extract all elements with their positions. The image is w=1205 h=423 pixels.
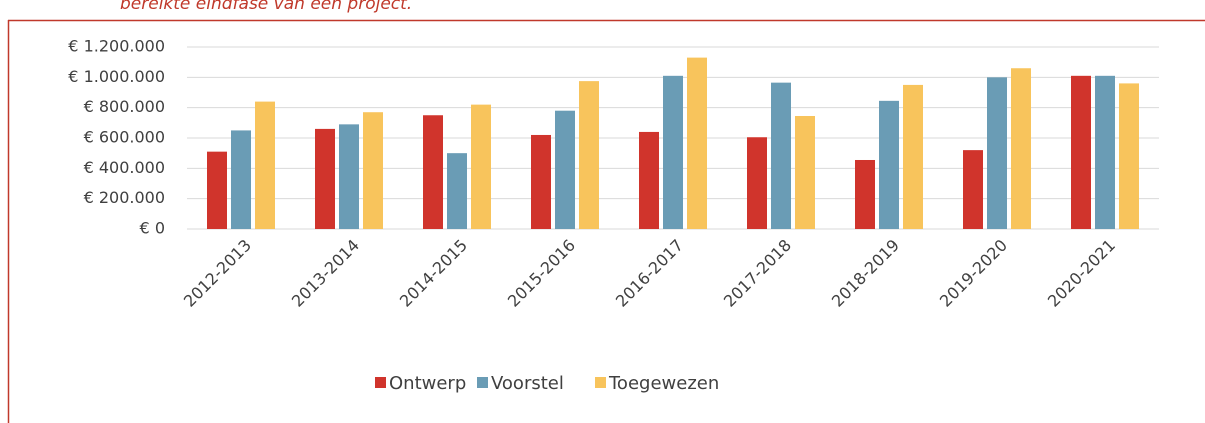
bar (771, 82, 791, 230)
bar (1095, 75, 1115, 229)
bar (687, 57, 707, 229)
legend-label: Ontwerp (389, 373, 466, 394)
bar (855, 159, 875, 229)
y-tick-label: € 200.000 (84, 188, 165, 207)
bar (1011, 68, 1031, 229)
bar (663, 75, 683, 229)
y-tick-label: € 0 (140, 219, 165, 238)
bar (879, 100, 899, 229)
bar (423, 115, 443, 229)
x-tick-label: 2020-2021 (1044, 236, 1119, 311)
y-tick-label: € 800.000 (84, 97, 165, 116)
x-tick-label: 2017-2018 (720, 236, 795, 311)
bar (579, 81, 599, 229)
bar (1119, 83, 1139, 230)
bar (555, 110, 575, 229)
x-tick-label: 2012-2013 (180, 236, 255, 311)
bar (207, 151, 227, 229)
bar (339, 124, 359, 229)
y-tick-label: € 400.000 (84, 158, 165, 177)
y-tick-label: € 1.000.000 (68, 67, 165, 86)
bar (903, 84, 923, 230)
x-tick-label: 2016-2017 (612, 236, 687, 311)
bar (255, 101, 275, 229)
x-tick-label: 2014-2015 (396, 236, 471, 311)
bar (471, 104, 491, 229)
x-tick-label: 2015-2016 (504, 236, 579, 311)
bar (363, 112, 383, 229)
bar (963, 150, 983, 229)
legend-label: Voorstel (491, 373, 564, 394)
y-tick-label: € 1.200.000 (68, 37, 165, 56)
bar (795, 116, 815, 229)
legend-label: Toegewezen (608, 373, 719, 394)
legend-swatch (477, 377, 488, 388)
bar (231, 130, 251, 229)
bar (315, 128, 335, 229)
x-tick-label: 2013-2014 (288, 236, 363, 311)
legend-swatch (595, 377, 606, 388)
bar (987, 77, 1007, 229)
bar (1071, 75, 1091, 229)
caption: bereikte eindfase van een project. (120, 0, 412, 14)
y-tick-label: € 600.000 (84, 128, 165, 147)
bar (639, 131, 659, 229)
bar (747, 137, 767, 229)
x-tick-label: 2018-2019 (828, 236, 903, 311)
legend-swatch (375, 377, 386, 388)
x-tick-label: 2019-2020 (936, 236, 1011, 311)
bar (531, 134, 551, 229)
bar (447, 153, 467, 229)
